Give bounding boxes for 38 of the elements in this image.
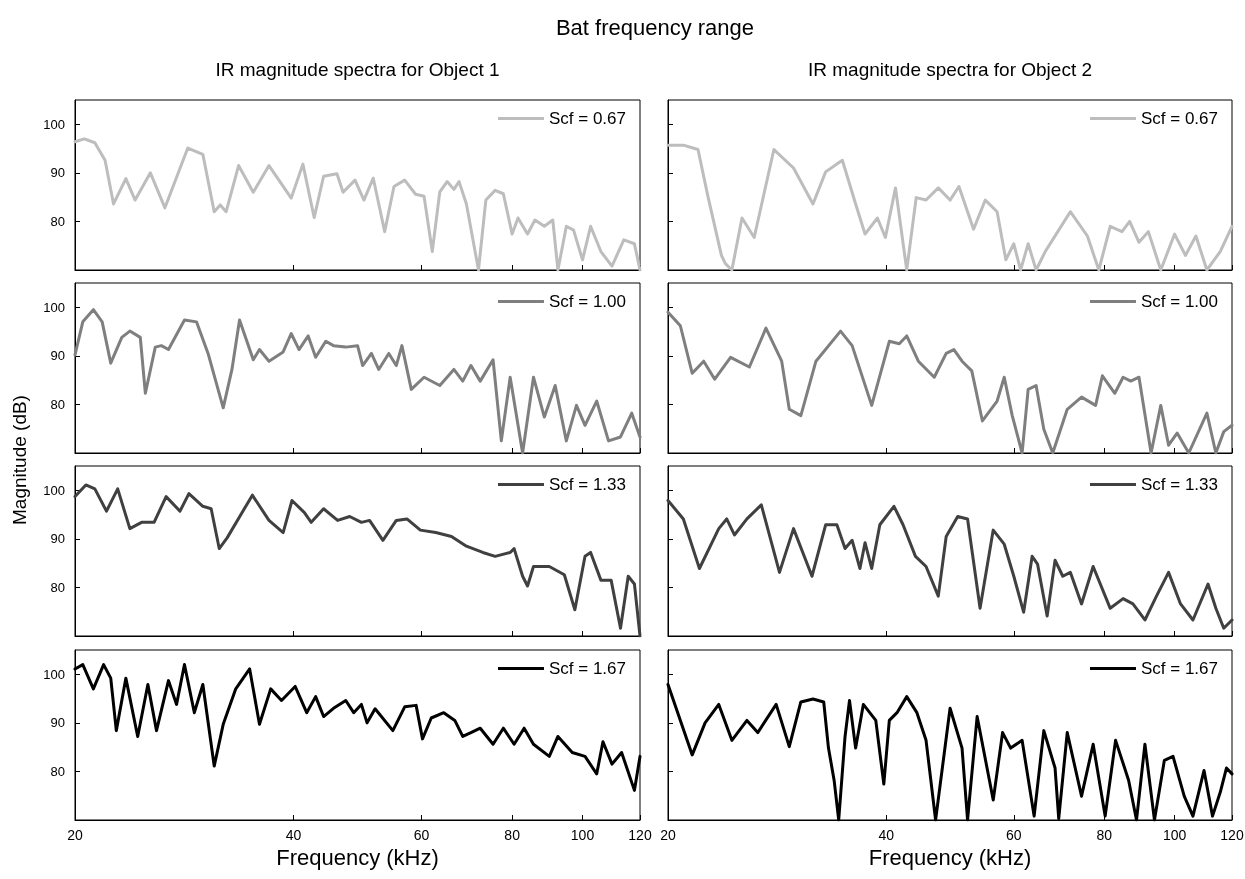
- y-tick-label: 100: [43, 299, 65, 315]
- y-tick-label: 90: [50, 531, 65, 547]
- legend-label: Scf = 0.67: [548, 109, 627, 128]
- x-tick-label: 100: [1162, 827, 1187, 843]
- x-tick-label: 20: [67, 827, 83, 843]
- y-tick-label: 90: [50, 715, 65, 731]
- y-tick-label: 100: [43, 116, 65, 132]
- y-tick-label: 80: [50, 763, 65, 779]
- x-tick-label: 40: [285, 827, 302, 843]
- x-tick-label: 40: [878, 827, 895, 843]
- y-tick-label: 90: [50, 348, 65, 364]
- x-tick-label: 20: [660, 827, 676, 843]
- legend-label: Scf = 1.33: [1140, 475, 1219, 494]
- y-tick-label: 90: [50, 165, 65, 181]
- y-tick-label: 80: [50, 396, 65, 412]
- x-tick-label: 60: [413, 827, 430, 843]
- x-axis-title: Frequency (kHz): [276, 845, 439, 871]
- chart-title: IR magnitude spectra for Object 1: [215, 59, 500, 81]
- x-tick-label: 80: [504, 827, 521, 843]
- y-tick-label: 80: [50, 579, 65, 595]
- legend-label: Scf = 1.67: [1140, 659, 1219, 678]
- legend-label: Scf = 1.00: [548, 292, 627, 311]
- legend-label: Scf = 0.67: [1140, 109, 1219, 128]
- x-tick-label: 120: [628, 827, 652, 843]
- legend-label: Scf = 1.33: [548, 475, 627, 494]
- legend-label: Scf = 1.00: [1140, 292, 1219, 311]
- chart-title: IR magnitude spectra for Object 2: [807, 59, 1093, 81]
- y-tick-label: 80: [50, 213, 65, 229]
- y-tick-label: 100: [43, 482, 65, 498]
- x-tick-label: 60: [1006, 827, 1022, 843]
- x-axis-title: Frequency (kHz): [868, 845, 1032, 871]
- y-axis-title: Magnitude (dB): [9, 395, 31, 525]
- x-tick-label: 120: [1220, 827, 1244, 843]
- x-tick-label: 80: [1096, 827, 1113, 843]
- y-tick-label: 100: [43, 666, 65, 682]
- legend-label: Scf = 1.67: [548, 659, 627, 678]
- x-tick-label: 100: [570, 827, 595, 843]
- text: Bat frequency range: [555, 15, 755, 41]
